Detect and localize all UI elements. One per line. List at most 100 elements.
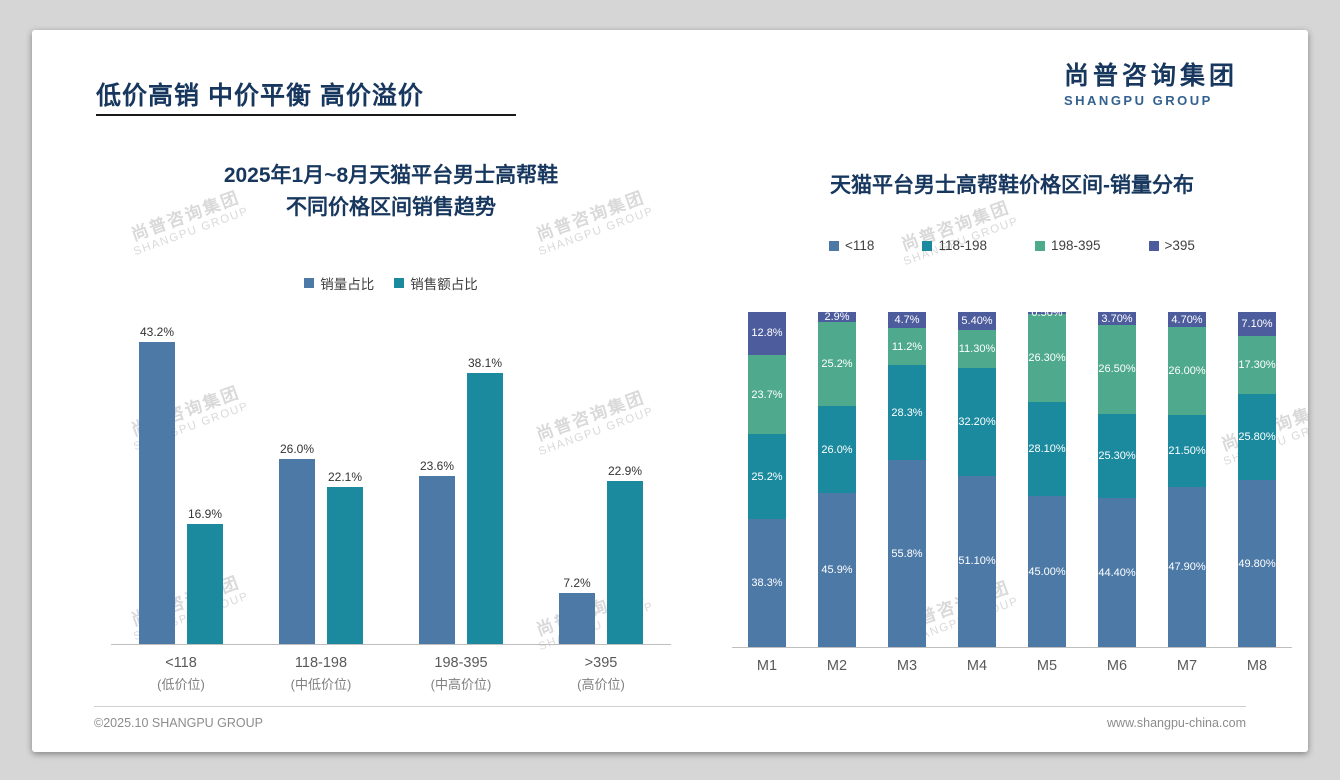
footer-website: www.shangpu-china.com <box>1107 716 1246 730</box>
bar <box>467 373 503 644</box>
legend-swatch <box>1148 240 1159 251</box>
bar-wrap: 26.0% <box>279 325 315 644</box>
value-label: 7.2% <box>563 575 591 590</box>
left-chart-title-line1: 2025年1月~8月天猫平台男士高帮鞋 <box>223 164 559 187</box>
stacked-segment: 12.8% <box>748 312 786 355</box>
x-axis-label: M3 <box>896 658 918 674</box>
value-label: 11.2% <box>891 340 923 353</box>
company-logo: 尚普咨询集团 SHANGPU GROUP <box>1064 56 1238 108</box>
stacked-segment: 4.70% <box>1168 311 1206 328</box>
legend-label: 118-198 <box>938 238 987 253</box>
slide: 尚普咨询集团 SHANGPU GROUP 尚普咨询集团 SHANGPU GROUP 尚普… <box>32 30 1308 752</box>
value-label: 4.70% <box>1171 313 1203 326</box>
legend-item: 198-395 <box>1034 238 1101 253</box>
value-label: 7.10% <box>1241 317 1273 330</box>
legend-label: >395 <box>1164 238 1195 253</box>
logo-text-en: SHANGPU GROUP <box>1063 93 1213 108</box>
value-label: 26.0% <box>279 442 315 457</box>
stacked-segment: 47.90% <box>1168 486 1206 647</box>
x-axis-label: 198-395 (中高价位) <box>391 655 531 693</box>
stacked-segment: 0.50% <box>1028 307 1066 319</box>
x-axis-label: M1 <box>756 658 778 674</box>
stacked-segment: 3.70% <box>1098 312 1136 325</box>
value-label: 51.10% <box>958 555 996 568</box>
value-label: 55.8% <box>891 547 923 560</box>
value-label: 38.1% <box>467 356 503 371</box>
legend-item: >395 <box>1148 238 1195 253</box>
stacked-segment: 21.50% <box>1168 414 1206 487</box>
category-sublabel: (中高价位) <box>430 677 492 692</box>
legend-label: <118 <box>845 238 875 253</box>
bar-wrap: 22.1% <box>327 325 363 644</box>
stacked-segment: 25.80% <box>1238 393 1276 481</box>
value-label: 12.8% <box>751 327 783 340</box>
x-axis-label: 118-198 (中低价位) <box>251 655 391 693</box>
legend-swatch <box>922 240 933 251</box>
legend-item: 销售额占比 <box>394 273 478 293</box>
category-sublabel: (高价位) <box>577 677 625 692</box>
value-label: 4.7% <box>894 313 920 326</box>
left-chart-plot: 43.2% 16.9% 26.0% 22.1% 23.6% 38.1% 7.2% 22.9% <box>111 325 671 645</box>
stacked-segment: 2.9% <box>818 311 856 323</box>
right-chart-plot: 38.3% 25.2% 23.7% 12.8% 45.9% 26.0% 25.2% 2.9% 5… <box>732 307 1292 648</box>
value-label: 45.9% <box>821 564 853 577</box>
footer-copyright: ©2025.10 SHANGPU GROUP <box>94 716 263 730</box>
stacked-segment: 11.2% <box>888 327 926 366</box>
stacked-segment: 25.2% <box>748 434 786 519</box>
value-label: 26.30% <box>1028 352 1066 365</box>
value-label: 22.9% <box>607 464 643 479</box>
bar <box>607 481 643 644</box>
left-chart-legend: 销量占比 销售额占比 <box>96 273 686 293</box>
value-label: 28.10% <box>1028 443 1066 456</box>
legend-swatch <box>304 278 315 288</box>
stacked-segment: 32.20% <box>958 367 996 476</box>
bar <box>327 486 363 644</box>
category-label: <118 <box>165 655 197 671</box>
stacked-segment: 5.40% <box>958 311 996 331</box>
value-label: 38.3% <box>751 576 783 589</box>
stacked-segment: 38.3% <box>748 518 786 647</box>
bar-group: 7.2% 22.9% <box>559 325 643 644</box>
x-axis-label: M6 <box>1106 658 1128 674</box>
stacked-segment: 49.80% <box>1238 480 1276 647</box>
bar <box>419 476 455 644</box>
stacked-segment: 17.30% <box>1238 335 1276 394</box>
stacked-segment: 51.10% <box>958 475 996 647</box>
value-label: 22.1% <box>327 469 363 484</box>
stacked-segment: 26.30% <box>1028 314 1066 403</box>
logo-text-cn: 尚普咨询集团 <box>1063 62 1238 90</box>
stacked-segment: 45.00% <box>1028 496 1066 647</box>
value-label: 25.30% <box>1098 449 1136 462</box>
bar <box>139 342 175 644</box>
value-label: 25.80% <box>1238 431 1276 443</box>
legend-item: <118 <box>829 238 874 253</box>
value-label: 26.0% <box>821 443 853 456</box>
bar <box>187 523 223 644</box>
stacked-bar: 45.00% 28.10% 26.30% 0.50% <box>1028 307 1066 647</box>
value-label: 23.6% <box>419 459 455 474</box>
stacked-segment: 26.00% <box>1168 327 1206 415</box>
stacked-segment: 28.3% <box>888 365 926 461</box>
x-axis-label: M2 <box>826 658 848 674</box>
category-sublabel: (中低价位) <box>290 677 352 692</box>
bar-wrap: 7.2% <box>559 325 595 644</box>
page-title: 低价高销 中价平衡 高价溢价 <box>96 82 424 110</box>
value-label: 49.80% <box>1238 557 1276 570</box>
value-label: 26.00% <box>1168 364 1206 377</box>
left-chart-title: 2025年1月~8月天猫平台男士高帮鞋 不同价格区间销售趋势 <box>96 160 686 223</box>
bar <box>559 592 595 644</box>
bar-group: 43.2% 16.9% <box>139 325 223 644</box>
value-label: 11.30% <box>958 342 996 355</box>
value-label: 5.40% <box>961 314 993 327</box>
x-axis-label: M4 <box>966 658 988 674</box>
value-label: 21.50% <box>1168 444 1206 457</box>
stacked-segment: 26.0% <box>818 406 856 494</box>
stacked-bar: 45.9% 26.0% 25.2% 2.9% <box>818 311 856 647</box>
value-label: 28.3% <box>891 406 923 419</box>
legend-swatch <box>1034 240 1045 251</box>
legend-label: 销售额占比 <box>410 277 478 292</box>
bar-wrap: 23.6% <box>419 325 455 644</box>
value-label: 32.20% <box>958 415 996 428</box>
right-chart-x-axis: M1 M2 M3 M4 M5 M6 M7 M8 <box>732 658 1292 674</box>
x-axis-label: M8 <box>1246 658 1268 674</box>
